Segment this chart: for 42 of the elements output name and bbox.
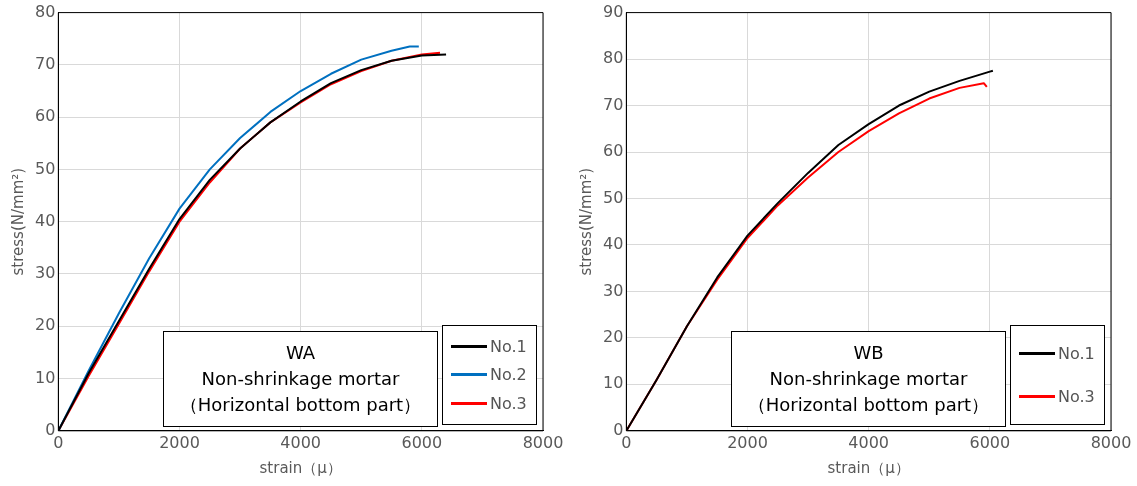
x-axis-title: strain（μ） [259,458,342,477]
annotation: WA [284,340,317,365]
y-tick-label: 60 [603,141,624,161]
y-tick-label: 80 [35,1,56,21]
y-tick-label: 10 [35,367,56,387]
legend-label: No.3 [490,393,527,413]
annotation: （Horizontal bottom part） [178,392,423,417]
x-tick-label: 8000 [522,432,564,452]
y-tick-label: 20 [35,315,56,335]
x-tick-label: 4000 [280,432,322,452]
y-tick-label: 50 [603,187,624,207]
x-tick-label: 6000 [401,432,443,452]
legend-label: No.1 [1058,343,1095,363]
annotation: Non-shrinkage mortar [200,366,401,391]
y-tick-label: 30 [35,263,56,283]
y-tick-label: 30 [603,280,624,300]
legend-label: No.3 [1058,386,1095,406]
y-tick-label: 60 [35,106,56,126]
x-tick-label: 6000 [969,432,1011,452]
x-tick-label: 2000 [727,432,768,452]
x-axis-title: strain（μ） [827,458,910,477]
y-tick-label: 80 [603,48,624,68]
y-tick-label: 50 [35,158,56,178]
legend-label: No.2 [490,365,527,385]
y-tick-label: 70 [35,54,56,74]
legend-label: No.1 [490,336,527,356]
x-tick-label: 8000 [1090,432,1132,452]
x-tick-label: 4000 [848,432,890,452]
y-tick-label: 10 [603,373,624,393]
y-tick-label: 20 [603,327,624,347]
annotation: Non-shrinkage mortar [768,366,969,391]
y-tick-label: 0 [45,419,56,439]
y-tick-label: 40 [35,210,56,230]
y-tick-label: 90 [603,1,624,21]
y-axis-title: stress(N/mm²) [576,167,595,276]
y-axis-title: stress(N/mm²) [8,167,27,276]
y-tick-label: 40 [603,234,624,254]
y-tick-label: 0 [613,419,624,439]
x-tick-label: 2000 [159,432,200,452]
annotation: （Horizontal bottom part） [746,392,991,417]
annotation: WB [852,340,885,365]
y-tick-label: 70 [603,94,624,114]
